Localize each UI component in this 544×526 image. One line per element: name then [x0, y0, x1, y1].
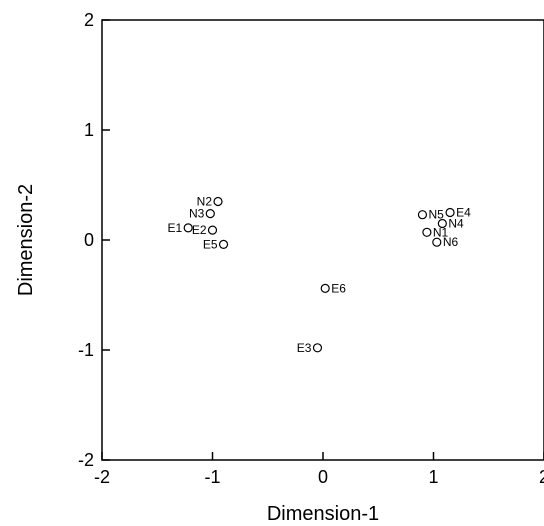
data-point-label: E3 [297, 341, 312, 355]
y-tick-label: -2 [78, 450, 94, 470]
y-axis-ticks: -2 -1 0 1 2 [78, 10, 110, 470]
data-point-marker [422, 227, 432, 237]
x-tick-label: -1 [204, 467, 220, 487]
data-point-marker [183, 223, 193, 233]
data-point-marker [205, 209, 215, 219]
data-point-label: N6 [443, 235, 459, 249]
data-point-label: N3 [189, 207, 205, 221]
data-point-marker [445, 207, 455, 218]
data-point-marker [437, 218, 447, 229]
data-point-marker [213, 196, 223, 207]
x-tick-label: 1 [428, 467, 438, 487]
y-axis-title: Dimension-2 [15, 184, 37, 296]
data-point-label: E4 [456, 206, 471, 220]
x-tick-label: 0 [318, 467, 328, 487]
x-axis-title: Dimension-1 [267, 503, 379, 525]
y-tick-label: 0 [84, 230, 94, 250]
x-tick-label: -2 [94, 467, 110, 487]
y-tick-label: 1 [84, 120, 94, 140]
plot-area [101, 19, 544, 461]
data-point-marker [417, 210, 428, 220]
data-point-label: N4 [448, 217, 464, 231]
data-point-marker [312, 343, 323, 353]
y-tick-label: -1 [78, 340, 94, 360]
data-point-marker [218, 239, 229, 249]
data-point-label: E1 [168, 221, 183, 235]
data-point-label: N1 [433, 225, 449, 239]
data-point-label: N5 [428, 208, 444, 222]
y-tick-label: 2 [84, 10, 94, 30]
x-axis-ticks: -2 -1 0 1 2 [94, 452, 544, 487]
data-point-label: N2 [197, 195, 213, 209]
data-point-marker [432, 237, 442, 247]
data-point-marker [320, 283, 330, 293]
x-tick-label: 2 [539, 467, 544, 487]
data-point-label: E6 [331, 281, 346, 295]
data-point-label: E5 [203, 237, 218, 251]
data-point-label: E2 [192, 223, 207, 237]
data-point-marker [207, 225, 218, 235]
